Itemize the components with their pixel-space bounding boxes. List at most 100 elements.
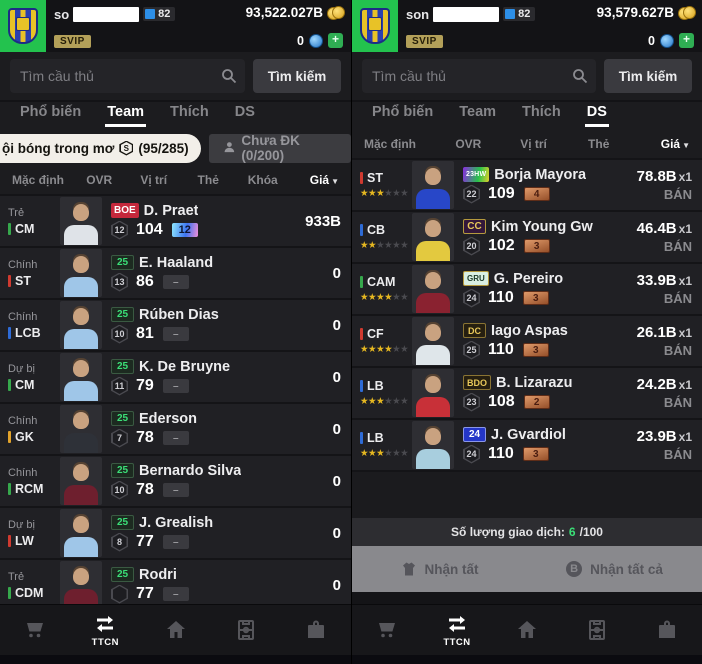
grade-badge: 3 <box>522 343 549 357</box>
club-crest-logo[interactable] <box>352 0 398 52</box>
unregistered-tab[interactable]: Chưa ĐK (0/200) <box>208 133 351 163</box>
grade-badge: 4 <box>523 187 550 201</box>
tab-popular[interactable]: Phổ biến <box>372 104 434 120</box>
player-row[interactable]: Trẻ CM BOE D. Praet 12 104 12 933B <box>0 196 351 248</box>
team-filter-row: ội bóng trong mơ S (95/285) Chưa ĐK (0/2… <box>0 130 351 166</box>
screen-bottom-strip <box>352 655 702 664</box>
player-row[interactable]: Dự bị LW 25 J. Grealish 8 77 – 0 <box>0 508 351 560</box>
col-price-sort[interactable]: Giá ▼ <box>660 137 691 151</box>
tab-list[interactable]: DS <box>584 104 610 127</box>
profile-header: so 82 SVIP 93,522.027B 0 + <box>0 0 351 52</box>
player-row[interactable]: Dự bị CM 25 K. De Bruyne 11 79 – 0 <box>0 352 351 404</box>
nav-squad-button[interactable] <box>211 605 281 655</box>
col-ovr[interactable]: OVR <box>455 137 482 151</box>
nav-shop-button[interactable] <box>0 605 70 655</box>
listed-player-row[interactable]: LB ★ ★ ★ ★ ★ ★ BDO B. Lizarazu 23 108 2 24.2B… <box>352 368 702 420</box>
player-row[interactable]: Trẻ CDM 25 Rodri 77 – 0 <box>0 560 351 604</box>
nav-home-button[interactable] <box>140 605 210 655</box>
listed-player-row[interactable]: CB ★ ★ ★ ★ ★ ★ CC Kim Young Gw 20 102 3 46.4B… <box>352 212 702 264</box>
listing-price: 23.9B x1 <box>636 428 692 445</box>
bottom-nav: TTCN <box>0 604 351 655</box>
add-funds-button[interactable]: + <box>328 33 343 48</box>
col-price-sort[interactable]: Giá ▼ <box>309 173 339 187</box>
tab-liked[interactable]: Thích <box>522 104 561 120</box>
listed-player-row[interactable]: CF ★ ★ ★ ★ ★ ★ DC Iago Aspas 25 110 3 26.1B x1… <box>352 316 702 368</box>
star-rating: ★ ★ ★ ★ ★ ★ <box>360 344 409 355</box>
left-client-panel: so 82 SVIP 93,522.027B 0 + <box>0 0 351 664</box>
listed-player-row[interactable]: ST ★ ★ ★ ★ ★ ★ 23HW Borja Mayora 22 109 4 78.… <box>352 160 702 212</box>
squad-status-label: Chính <box>8 258 38 271</box>
card-season-badge: CC <box>463 219 486 234</box>
nav-shop-button[interactable] <box>352 605 422 655</box>
card-season-badge: 25 <box>111 463 134 478</box>
col-position[interactable]: Vị trí <box>520 137 547 151</box>
search-button[interactable]: Tìm kiếm <box>604 59 692 93</box>
nav-inventory-button[interactable] <box>632 605 702 655</box>
player-row[interactable]: Chính GK 25 Ederson 7 78 – 0 <box>0 404 351 456</box>
svip-badge: SVIP <box>54 35 91 48</box>
position-color-bar <box>8 222 11 235</box>
player-ovr: 81 <box>136 325 154 342</box>
nav-home-button[interactable] <box>492 605 562 655</box>
claim-buttons-bar: Nhận tất B Nhận tất cả <box>352 546 702 592</box>
player-row[interactable]: Chính RCM 25 Bernardo Silva 10 78 – 0 <box>0 456 351 508</box>
level-hexagon: 22 <box>463 184 480 204</box>
col-default[interactable]: Mặc định <box>364 137 417 151</box>
search-box[interactable] <box>10 59 245 93</box>
position-color-bar <box>8 534 11 547</box>
listing-price: 46.4B x1 <box>636 220 692 237</box>
add-funds-button[interactable]: + <box>679 33 694 48</box>
squad-status-label: Trẻ <box>8 206 25 219</box>
tab-team[interactable]: Team <box>105 104 146 127</box>
claim-all-items-button[interactable]: Nhận tất <box>352 561 527 577</box>
listed-player-row[interactable]: CAM ★ ★ ★ ★ ★ ★ GRU G. Pereiro 24 110 3 33.9B… <box>352 264 702 316</box>
listing-status: BÁN <box>663 291 692 306</box>
player-name: Rúben Dias <box>139 306 219 323</box>
grade-badge: 3 <box>522 291 549 305</box>
card-season-badge: 25 <box>111 515 134 530</box>
nav-transfer-button[interactable]: TTCN <box>422 605 492 655</box>
player-row[interactable]: Chính ST 25 E. Haaland 13 86 – 0 <box>0 248 351 300</box>
nav-inventory-button[interactable] <box>281 605 351 655</box>
b-coin-icon: B <box>566 561 583 577</box>
star-rating: ★ ★ ★ ★ ★ ★ <box>360 188 409 199</box>
level-hexagon: 8 <box>111 532 128 552</box>
star-rating: ★ ★ ★ ★ ★ ★ <box>360 396 409 407</box>
player-ovr: 79 <box>136 377 154 394</box>
nav-transfer-button[interactable]: TTCN <box>70 605 140 655</box>
search-input[interactable] <box>20 68 221 84</box>
level-badge: 82 <box>143 7 176 21</box>
nav-squad-button[interactable] <box>562 605 632 655</box>
grade-badge: 2 <box>523 395 550 409</box>
listing-price: 78.8B x1 <box>636 168 692 185</box>
fc-balance: 0 <box>297 33 304 48</box>
player-ovr: 102 <box>488 237 515 254</box>
search-button[interactable]: Tìm kiếm <box>253 59 341 93</box>
search-section: Tìm kiếm <box>0 52 351 100</box>
col-position[interactable]: Vị trí <box>140 173 168 187</box>
player-name: B. Lizarazu <box>496 374 573 391</box>
club-crest-logo[interactable] <box>0 0 46 52</box>
col-ovr[interactable]: OVR <box>86 173 113 187</box>
player-ovr: 78 <box>136 429 154 446</box>
tab-list[interactable]: DS <box>234 104 255 120</box>
col-lock[interactable]: Khóa <box>247 173 278 187</box>
player-row[interactable]: Chính LCB 25 Rúben Dias 10 81 – 0 <box>0 300 351 352</box>
team-pill[interactable]: ội bóng trong mơ S (95/285) <box>0 133 201 163</box>
claim-all-coins-button[interactable]: B Nhận tất cả <box>527 561 702 577</box>
col-card[interactable]: Thẻ <box>197 173 219 187</box>
level-hexagon: 24 <box>463 288 480 308</box>
position-label: CF <box>367 327 384 341</box>
col-default[interactable]: Mặc định <box>12 173 65 187</box>
listed-player-row[interactable]: LB ★ ★ ★ ★ ★ ★ 24 J. Gvardiol 24 110 3 23.9B x… <box>352 420 702 472</box>
tab-liked[interactable]: Thích <box>170 104 209 120</box>
nav-transfer-label: TTCN <box>443 637 471 648</box>
search-box[interactable] <box>362 59 596 93</box>
col-card[interactable]: Thẻ <box>588 137 610 151</box>
shirt-icon <box>401 561 417 577</box>
position-label: ST <box>367 171 383 185</box>
tab-team[interactable]: Team <box>459 104 497 120</box>
player-photo <box>60 405 102 453</box>
tab-popular[interactable]: Phổ biến <box>20 104 82 120</box>
search-input[interactable] <box>372 68 572 84</box>
